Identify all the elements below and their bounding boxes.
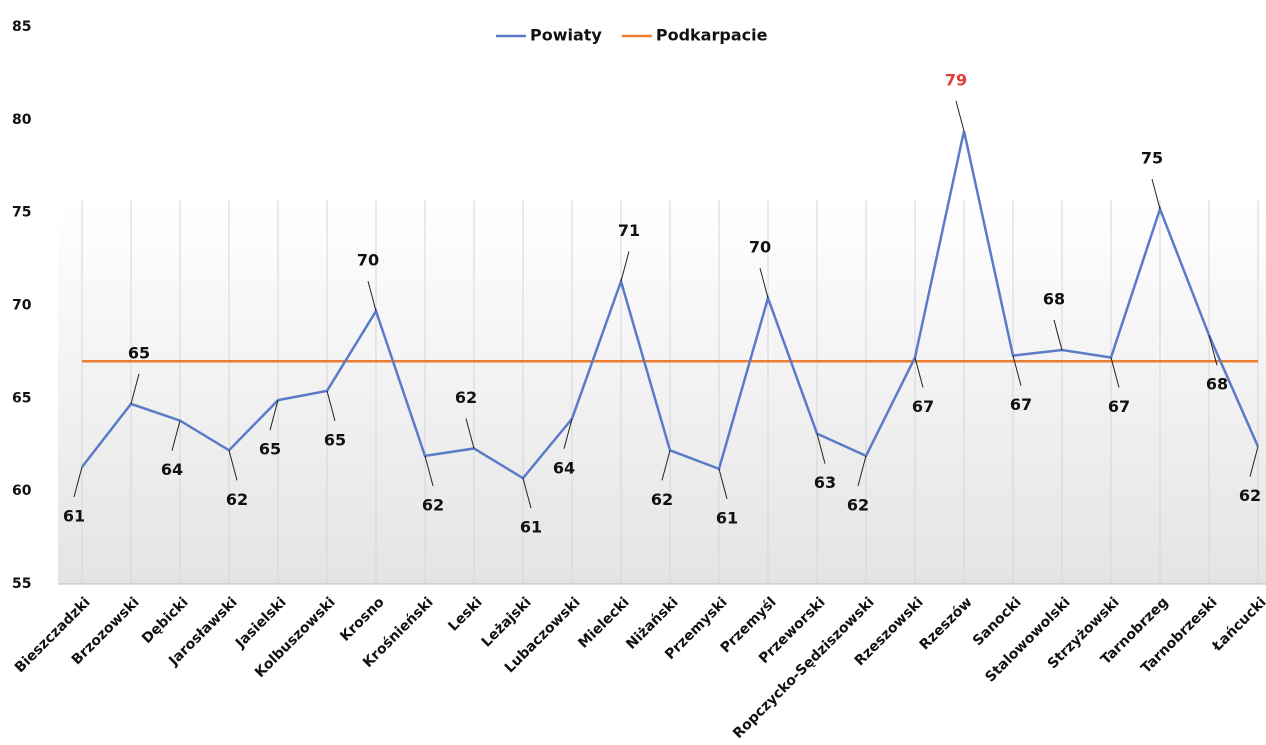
x-tick-label: Krosno	[337, 594, 388, 645]
data-label: 64	[553, 458, 575, 477]
data-label: 61	[520, 518, 542, 537]
label-leader	[857, 455, 867, 487]
label-leader	[1110, 357, 1120, 388]
label-leader	[73, 466, 83, 498]
label-leader	[269, 400, 279, 431]
data-label: 62	[226, 490, 248, 509]
data-label: 71	[618, 221, 640, 240]
data-label: 62	[455, 388, 477, 407]
data-label: 75	[1141, 148, 1163, 167]
data-label: 64	[161, 460, 183, 479]
data-label: 67	[1010, 395, 1032, 414]
legend-label: Powiaty	[530, 26, 602, 45]
label-leader	[914, 357, 924, 388]
data-label: 67	[1108, 397, 1130, 416]
x-tick-label: Leski	[445, 594, 485, 634]
plot-background	[58, 200, 1266, 584]
label-leader	[424, 455, 434, 487]
label-leader	[1053, 319, 1063, 351]
data-label: 62	[847, 495, 869, 514]
y-tick-label: 70	[12, 298, 32, 314]
label-leader	[718, 468, 728, 500]
data-label: 65	[128, 343, 150, 362]
legend-label: Podkarpacie	[656, 26, 768, 45]
label-leader	[1249, 446, 1259, 477]
label-leader	[563, 418, 573, 449]
data-label: 65	[324, 430, 346, 449]
data-label: 70	[749, 238, 771, 257]
y-tick-label: 80	[12, 112, 32, 128]
label-leader	[171, 420, 181, 451]
label-leader	[228, 450, 238, 481]
label-leader	[1208, 335, 1218, 366]
label-leader	[465, 418, 475, 449]
y-tick-label: 75	[12, 205, 31, 221]
label-leader	[522, 478, 532, 509]
y-tick-label: 55	[12, 576, 31, 592]
data-label: 65	[259, 440, 281, 459]
label-leader	[759, 267, 769, 299]
data-label: 79	[945, 70, 967, 89]
label-leader	[367, 280, 377, 312]
data-label: 62	[651, 490, 673, 509]
data-label: 62	[422, 495, 444, 514]
data-label: 70	[357, 251, 379, 270]
data-label: 68	[1043, 290, 1065, 309]
label-leader	[1151, 178, 1161, 210]
data-label: 63	[814, 473, 836, 492]
data-label: 67	[912, 397, 934, 416]
data-label: 61	[63, 507, 85, 526]
label-leader	[955, 100, 965, 132]
label-leader	[661, 450, 671, 481]
y-tick-label: 65	[12, 390, 31, 406]
data-label: 68	[1206, 375, 1228, 394]
label-leader	[620, 251, 630, 282]
label-leader	[1012, 355, 1022, 386]
y-tick-label: 85	[12, 19, 31, 35]
label-leader	[130, 373, 140, 405]
y-tick-label: 60	[12, 483, 32, 499]
data-label: 62	[1239, 486, 1261, 505]
x-tick-label: Rzeszów	[917, 594, 976, 653]
x-tick-label: Stalowowolski	[982, 594, 1073, 685]
data-label: 61	[716, 508, 738, 527]
label-leader	[326, 390, 336, 422]
label-leader	[816, 433, 826, 464]
